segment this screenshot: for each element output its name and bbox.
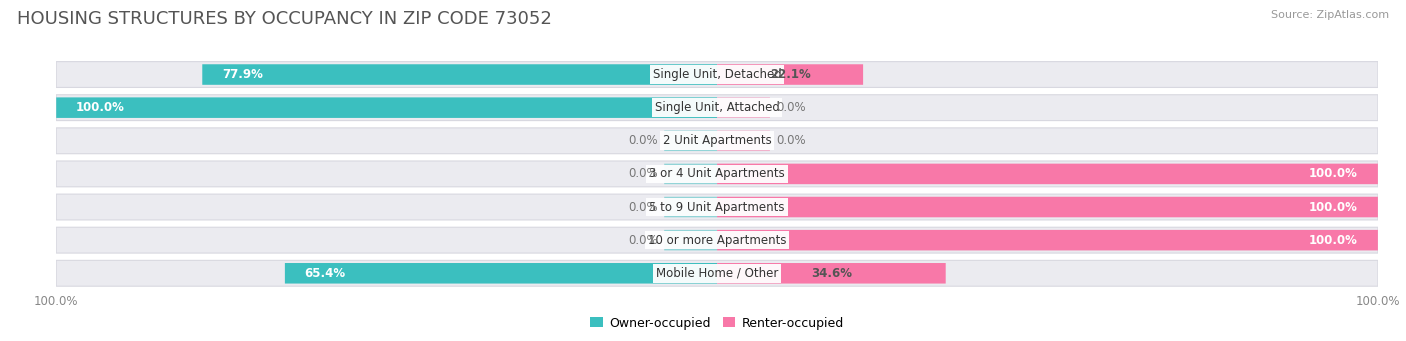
Text: Single Unit, Attached: Single Unit, Attached (655, 101, 779, 114)
Text: Source: ZipAtlas.com: Source: ZipAtlas.com (1271, 10, 1389, 20)
FancyBboxPatch shape (56, 95, 1378, 121)
Text: Single Unit, Detached: Single Unit, Detached (652, 68, 782, 81)
Text: 22.1%: 22.1% (769, 68, 810, 81)
FancyBboxPatch shape (56, 261, 1378, 286)
Text: 10 or more Apartments: 10 or more Apartments (648, 234, 786, 247)
FancyBboxPatch shape (717, 263, 946, 284)
FancyBboxPatch shape (56, 62, 1378, 87)
FancyBboxPatch shape (717, 131, 770, 151)
Text: 100.0%: 100.0% (1309, 201, 1358, 213)
Text: 0.0%: 0.0% (628, 134, 658, 147)
FancyBboxPatch shape (664, 131, 717, 151)
FancyBboxPatch shape (717, 230, 1378, 250)
FancyBboxPatch shape (717, 164, 1378, 184)
FancyBboxPatch shape (717, 64, 863, 85)
Text: 0.0%: 0.0% (628, 167, 658, 180)
Text: 2 Unit Apartments: 2 Unit Apartments (662, 134, 772, 147)
Text: Mobile Home / Other: Mobile Home / Other (655, 267, 779, 280)
Text: 5 to 9 Unit Apartments: 5 to 9 Unit Apartments (650, 201, 785, 213)
FancyBboxPatch shape (717, 98, 770, 118)
Text: HOUSING STRUCTURES BY OCCUPANCY IN ZIP CODE 73052: HOUSING STRUCTURES BY OCCUPANCY IN ZIP C… (17, 10, 551, 28)
Text: 0.0%: 0.0% (776, 101, 806, 114)
Text: 0.0%: 0.0% (628, 201, 658, 213)
Text: 0.0%: 0.0% (628, 234, 658, 247)
Text: 34.6%: 34.6% (811, 267, 852, 280)
FancyBboxPatch shape (664, 164, 717, 184)
FancyBboxPatch shape (56, 227, 1378, 253)
Text: 3 or 4 Unit Apartments: 3 or 4 Unit Apartments (650, 167, 785, 180)
Text: 77.9%: 77.9% (222, 68, 263, 81)
FancyBboxPatch shape (56, 194, 1378, 220)
FancyBboxPatch shape (664, 197, 717, 217)
FancyBboxPatch shape (664, 230, 717, 250)
Legend: Owner-occupied, Renter-occupied: Owner-occupied, Renter-occupied (585, 312, 849, 335)
FancyBboxPatch shape (717, 197, 1378, 217)
FancyBboxPatch shape (285, 263, 717, 284)
FancyBboxPatch shape (56, 98, 717, 118)
Text: 100.0%: 100.0% (76, 101, 125, 114)
Text: 100.0%: 100.0% (1309, 234, 1358, 247)
FancyBboxPatch shape (202, 64, 717, 85)
FancyBboxPatch shape (56, 128, 1378, 154)
Text: 65.4%: 65.4% (305, 267, 346, 280)
FancyBboxPatch shape (56, 161, 1378, 187)
Text: 0.0%: 0.0% (776, 134, 806, 147)
Text: 100.0%: 100.0% (1309, 167, 1358, 180)
